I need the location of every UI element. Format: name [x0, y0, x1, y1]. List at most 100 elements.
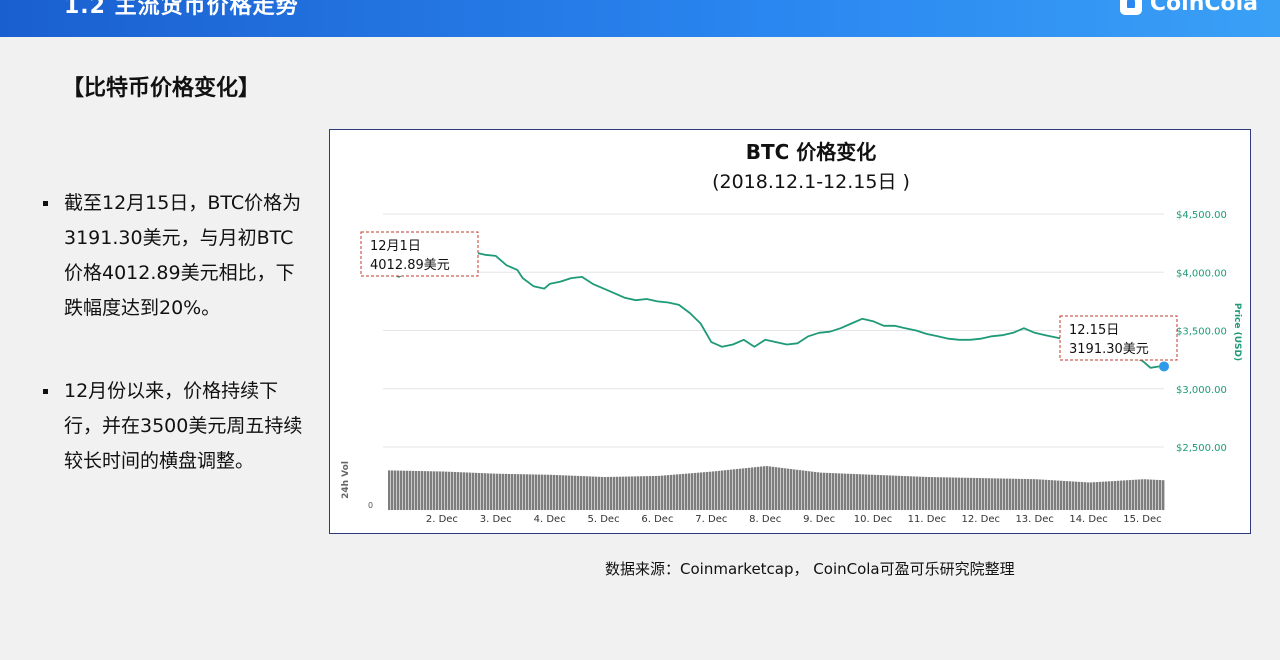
volume-bar: [925, 476, 928, 510]
volume-bar: [649, 476, 652, 510]
volume-bar: [928, 477, 931, 510]
volume-bar: [943, 477, 946, 510]
volume-bar: [517, 474, 520, 510]
volume-bar: [526, 474, 529, 510]
volume-bar: [973, 477, 976, 510]
volume-bar: [1081, 482, 1084, 510]
volume-bar: [718, 470, 721, 510]
volume-bar: [1006, 478, 1009, 510]
volume-bar: [601, 476, 604, 510]
volume-bar: [1135, 479, 1138, 510]
volume-bar: [958, 477, 961, 510]
x-tick-label: 7. Dec: [695, 514, 727, 525]
volume-bar: [1042, 479, 1045, 510]
y-tick-label: $2,500.00: [1176, 443, 1227, 454]
volume-bar: [1132, 479, 1135, 510]
volume-bar: [511, 474, 514, 510]
volume-bar: [913, 476, 916, 510]
volume-bar: [1093, 482, 1096, 510]
volume-bar: [607, 476, 610, 510]
volume-bar: [643, 476, 646, 510]
volume-bar: [997, 478, 1000, 510]
volume-bar: [553, 474, 556, 510]
volume-bar: [613, 476, 616, 510]
volume-bar: [793, 469, 796, 510]
volume-bar: [625, 476, 628, 510]
annotation-point: [1159, 361, 1169, 372]
volume-bar: [988, 478, 991, 510]
annotation-date: 12月1日: [370, 239, 421, 254]
volume-bar: [592, 476, 595, 510]
volume-bar: [451, 471, 454, 510]
volume-bar: [802, 470, 805, 510]
volume-bar: [946, 477, 949, 510]
volume-bar: [1147, 479, 1150, 510]
volume-bar: [412, 470, 415, 510]
volume-bar: [895, 475, 898, 510]
volume-bar: [397, 470, 400, 510]
volume-bar: [970, 477, 973, 510]
bullet-price-summary: 截至12月15日，BTC价格为3191.30美元，与月初BTC价格4012.89…: [40, 186, 310, 326]
volume-bar: [1030, 479, 1033, 510]
volume-bar: [595, 476, 598, 510]
volume-bar: [772, 466, 775, 510]
volume-bar: [619, 476, 622, 510]
volume-bar: [637, 476, 640, 510]
volume-bar: [1072, 481, 1075, 510]
y-tick-label: $3,500.00: [1176, 327, 1227, 338]
volume-bar: [850, 473, 853, 510]
volume-bar: [661, 475, 664, 510]
volume-bar: [622, 476, 625, 510]
volume-bar: [691, 473, 694, 510]
volume-bar: [835, 473, 838, 510]
volume-bar: [1156, 479, 1159, 510]
volume-bar: [787, 468, 790, 510]
volume-bar: [1099, 481, 1102, 510]
volume-bar: [916, 476, 919, 510]
volume-bar: [709, 471, 712, 510]
volume-bar: [547, 474, 550, 510]
volume-bar: [655, 475, 658, 510]
bullet-list: 截至12月15日，BTC价格为3191.30美元，与月初BTC价格4012.89…: [40, 186, 310, 479]
volume-bar: [862, 474, 865, 510]
volume-bar: [823, 472, 826, 510]
volume-bar: [952, 477, 955, 510]
volume-bar: [931, 477, 934, 510]
volume-bar: [646, 476, 649, 510]
volume-bar: [1048, 480, 1051, 510]
volume-bar: [712, 471, 715, 510]
volume-bar: [1036, 479, 1039, 510]
page-header-title: 1.2 主流货币价格走势: [64, 0, 299, 19]
volume-bar: [976, 478, 979, 510]
volume-bar: [745, 468, 748, 510]
volume-bar: [937, 477, 940, 510]
volume-bar: [463, 472, 466, 510]
volume-bar: [994, 478, 997, 510]
volume-bar: [1141, 479, 1144, 510]
volume-bar: [961, 477, 964, 510]
volume-bar: [1000, 478, 1003, 510]
volume-bar: [766, 466, 769, 510]
volume-bar: [481, 473, 484, 510]
volume-bar: [1057, 480, 1060, 510]
volume-bar: [505, 473, 508, 510]
volume-bar: [715, 471, 718, 510]
volume-bar: [1105, 481, 1108, 510]
volume-bar: [907, 476, 910, 510]
volume-bar: [454, 471, 457, 510]
y-axis-title: Price (USD): [1232, 303, 1242, 361]
volume-bar: [427, 471, 430, 510]
volume-bar: [865, 474, 868, 510]
volume-bar: [1159, 480, 1162, 510]
volume-bar: [808, 471, 811, 510]
volume-bar: [832, 473, 835, 510]
volume-bar: [934, 477, 937, 510]
brand-logo[interactable]: CoinCola: [1119, 0, 1258, 16]
volume-bar: [565, 475, 568, 510]
x-tick-label: 6. Dec: [641, 514, 673, 525]
volume-bar: [670, 474, 673, 510]
volume-bar: [571, 475, 574, 510]
volume-bar: [529, 474, 532, 510]
volume-bar: [421, 471, 424, 510]
chart-svg: BTC 价格变化 (2018.12.1-12.15日 ) $2,500.00 $3,0…: [341, 140, 1242, 525]
